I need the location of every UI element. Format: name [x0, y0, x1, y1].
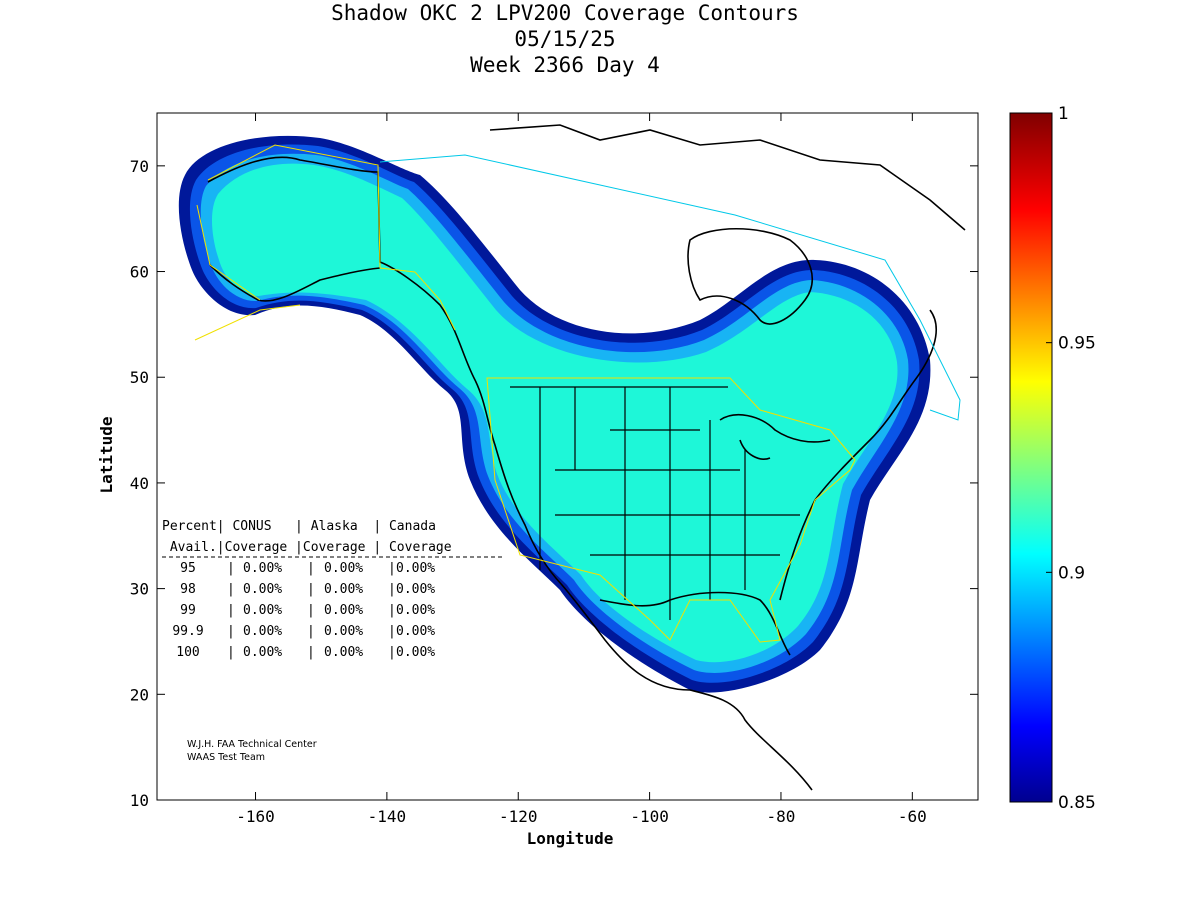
alaska-peninsula: [209, 264, 381, 302]
y-tick-label: 60: [130, 263, 149, 282]
stats-table-cell-alaska: 0.00%: [324, 561, 363, 576]
colorbar-tick-label: 0.9: [1058, 563, 1085, 583]
stats-table-separator: |: [307, 603, 315, 618]
x-tick-label: -160: [236, 807, 275, 826]
y-tick-label: 50: [130, 368, 149, 387]
stats-table-rows: 95 0.00% 0.00% 0.00%| | |98 0.00% 0.00% 0.00%| | |…: [172, 561, 435, 660]
stats-table-cell-conus: 0.00%: [243, 561, 282, 576]
stats-table-cell-canada: 0.00%: [396, 582, 435, 597]
canada-boundary: [379, 154, 961, 421]
stats-table-cell-avail: 95: [180, 561, 196, 576]
coverage-contours: [178, 135, 931, 693]
stats-table-separator: |: [227, 603, 235, 618]
stats-table-separator: |: [388, 645, 396, 660]
y-tick-label: 30: [130, 580, 149, 599]
stats-table-cell-canada: 0.00%: [396, 624, 435, 639]
colorbar-tick-label: 0.95: [1058, 334, 1096, 354]
x-tick-label: -140: [368, 807, 407, 826]
stats-table-cell-conus: 0.00%: [243, 603, 282, 618]
colorbar-ticks: 0.85 0.9 0.95 1: [1046, 104, 1096, 813]
stats-table-separator: |: [307, 624, 315, 639]
credit-line-1: W.J.H. FAA Technical Center: [187, 739, 317, 750]
colorbar-gradient: [1009, 112, 1053, 803]
stats-table-cell-alaska: 0.00%: [324, 645, 363, 660]
stats-table-cell-canada: 0.00%: [396, 645, 435, 660]
stats-table-separator: |: [307, 645, 315, 660]
arctic-islands: [489, 124, 966, 231]
stats-table-cell-canada: 0.00%: [396, 561, 435, 576]
title-line-1: Shadow OKC 2 LPV200 Coverage Contours: [331, 1, 799, 25]
great-lakes: [719, 414, 831, 460]
y-tick-label: 40: [130, 474, 149, 493]
stats-table-cell-canada: 0.00%: [396, 603, 435, 618]
stats-table-separator: |: [227, 645, 235, 660]
stats-table-cell-conus: 0.00%: [243, 624, 282, 639]
stats-table-cell-alaska: 0.00%: [324, 582, 363, 597]
stats-table-cell-avail: 99: [180, 603, 196, 618]
stats-table-separator: |: [227, 561, 235, 576]
stats-table-cell-avail: 98: [180, 582, 196, 597]
x-tick-label: -80: [767, 807, 796, 826]
credit-line-2: WAAS Test Team: [187, 752, 265, 763]
y-tick-label: 70: [130, 157, 149, 176]
y-tick-label: 20: [130, 685, 149, 704]
service-volume-boundaries: [194, 144, 961, 643]
alaska-boundary: [194, 144, 456, 341]
stats-table-separator: |: [388, 582, 396, 597]
hudson-bay: [687, 228, 814, 325]
stats-table-separator: |: [307, 561, 315, 576]
atlantic-coast: [779, 309, 938, 601]
stats-table-cell-alaska: 0.00%: [324, 624, 363, 639]
y-axis-label: Latitude: [97, 416, 116, 493]
y-axis: 10 20 30 40 50 60 70: [130, 157, 978, 810]
stats-table-cell-alaska: 0.00%: [324, 603, 363, 618]
stats-table-cell-avail: 99.9: [172, 624, 203, 639]
x-axis-label: Longitude: [527, 829, 614, 848]
stats-table-cell-conus: 0.00%: [243, 582, 282, 597]
stats-table-separator: |: [388, 603, 396, 618]
stats-table-separator: |: [227, 624, 235, 639]
stats-table-header-1: Percent| CONUS | Alaska | Canada: [162, 519, 436, 534]
x-tick-label: -120: [499, 807, 538, 826]
stats-table-separator: |: [388, 561, 396, 576]
x-tick-label: -60: [898, 807, 927, 826]
north-america-coast-west: [207, 156, 813, 791]
x-axis: -160 -140 -120 -100 -80 -60: [236, 113, 927, 826]
colorbar-tick-label: 1: [1058, 104, 1069, 124]
title-line-3: Week 2366 Day 4: [470, 53, 660, 77]
stats-table-cell-avail: 100: [176, 645, 199, 660]
stats-table-separator: |: [307, 582, 315, 597]
stats-table-cell-conus: 0.00%: [243, 645, 282, 660]
state-boundaries: [510, 386, 800, 620]
map-plot-area: [157, 113, 978, 800]
stats-table-header-2: Avail.|Coverage |Coverage | Coverage: [162, 540, 452, 555]
y-tick-label: 10: [130, 791, 149, 810]
x-tick-label: -100: [630, 807, 669, 826]
plot-frame: [156, 112, 979, 801]
stats-table-separator: |: [388, 624, 396, 639]
stats-table: Percent| CONUS | Alaska | Canada Avail.|…: [162, 519, 503, 660]
conus-boundary: [486, 377, 856, 643]
title-line-2: 05/15/25: [514, 27, 615, 51]
contour-band-core: [211, 163, 898, 663]
colorbar-tick-label: 0.85: [1058, 793, 1096, 813]
colorbar: 0.85 0.9 0.95 1: [1009, 104, 1096, 813]
stats-table-separator: |: [227, 582, 235, 597]
